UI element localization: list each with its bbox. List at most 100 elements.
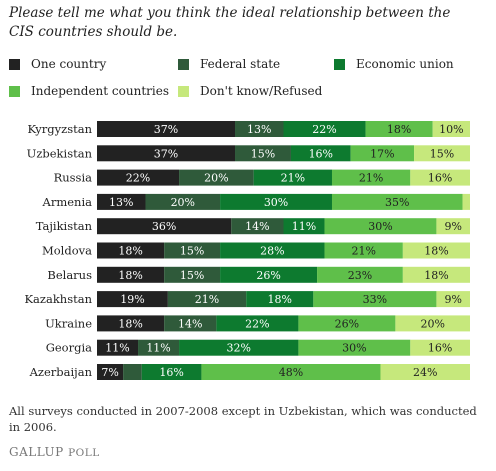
bar-segment (220, 193, 332, 210)
bar-segment (410, 339, 470, 356)
bar-segment (97, 242, 165, 259)
bar-segment (216, 315, 299, 332)
bar-segment (97, 266, 165, 283)
data-label: 22% (312, 123, 336, 136)
data-label: 16% (428, 342, 452, 355)
bar-segment (97, 218, 232, 235)
bar-segment (201, 364, 381, 380)
category-label: Uzbekistan (27, 146, 93, 160)
bar-segment (235, 145, 291, 162)
data-label: 37% (154, 147, 178, 160)
bar-segment (313, 291, 437, 308)
bar-segment (164, 266, 221, 283)
category-label: Belarus (47, 268, 92, 282)
category-label: Georgia (46, 341, 92, 355)
data-label: 18% (424, 269, 448, 282)
bar-segment (402, 242, 470, 259)
bar-segment (395, 315, 470, 332)
legend-swatch-federal-state (178, 58, 189, 70)
bar-segment (97, 339, 139, 356)
bar-segment (380, 364, 470, 380)
category-label: Ukraine (45, 316, 92, 330)
legend-item-economic-union: Economic union (334, 57, 454, 71)
footnote: All surveys conducted in 2007-2008 excep… (9, 404, 477, 434)
data-label: 22% (126, 172, 150, 185)
data-label: 33% (363, 293, 387, 306)
bar-segment (324, 242, 403, 259)
data-label: 35% (385, 196, 409, 209)
bar-segment (298, 315, 396, 332)
bar-segment (220, 266, 318, 283)
bar-segment (179, 169, 254, 186)
legend-swatch-dont-know (178, 85, 189, 97)
data-label: 21% (351, 245, 375, 258)
category-label: Tajikistan (36, 219, 93, 233)
data-label: 14% (245, 220, 269, 233)
bar-segment (402, 266, 470, 283)
category-label: Kyrgyzstan (27, 122, 92, 136)
data-label: 15% (251, 147, 275, 160)
data-label: 10% (439, 123, 463, 136)
bar-segment (414, 145, 470, 162)
data-label: 16% (428, 172, 452, 185)
data-label: 48% (279, 366, 303, 379)
bar-segment (283, 121, 366, 137)
category-label: Kazakhstan (24, 292, 92, 306)
data-label: 16% (309, 147, 333, 160)
data-label: 37% (154, 123, 178, 136)
legend-label: One country (31, 57, 107, 71)
data-label: 20% (204, 172, 228, 185)
bar-segment (324, 218, 437, 235)
bar-segment (410, 169, 470, 186)
logo-main: GALLUP (9, 445, 64, 459)
bar-segment (350, 145, 415, 162)
logo-suffix: POLL (68, 447, 100, 459)
legend-item-federal-state: Federal state (178, 57, 280, 71)
data-label: 20% (420, 317, 444, 330)
bar-segment (164, 242, 221, 259)
bar-segment (164, 315, 217, 332)
legend-label: Don't know/Refused (200, 84, 323, 98)
chart-title: Please tell me what you think the ideal … (9, 5, 451, 40)
data-label: 18% (424, 245, 448, 258)
data-label: 9% (444, 220, 461, 233)
data-label: 30% (342, 342, 366, 355)
data-label: 26% (256, 269, 280, 282)
data-label: 17% (370, 147, 394, 160)
data-label: 32% (227, 342, 251, 355)
bar-segment (331, 169, 411, 186)
bar-segment (97, 169, 180, 186)
bar-segment (298, 339, 411, 356)
data-label: 21% (195, 293, 219, 306)
data-label: 20% (171, 196, 195, 209)
data-label: 15% (430, 147, 454, 160)
data-label: 30% (264, 196, 288, 209)
data-label: 11% (292, 220, 316, 233)
data-label: 18% (387, 123, 411, 136)
data-label: 15% (180, 245, 204, 258)
bar-segment (331, 193, 463, 210)
bar-segment (283, 218, 325, 235)
bar-segment (462, 193, 470, 210)
bar-segment (235, 121, 284, 137)
data-label: 30% (368, 220, 392, 233)
data-label: 18% (268, 293, 292, 306)
bar-segment (290, 145, 351, 162)
data-label: 15% (180, 269, 204, 282)
bar-segment (436, 218, 470, 235)
bar-segment (145, 193, 221, 210)
bar-segment (432, 121, 470, 137)
data-label: 13% (109, 196, 133, 209)
category-label: Russia (54, 171, 93, 185)
bar-segment (141, 364, 202, 380)
data-label: 22% (245, 317, 269, 330)
bar-segment (179, 339, 299, 356)
legend-swatch-independent-countries (9, 85, 20, 97)
data-label: 13% (247, 123, 271, 136)
legend-item-one-country: One country (9, 57, 106, 71)
bar-segment (97, 315, 165, 332)
data-label: 18% (118, 269, 142, 282)
data-label: 36% (152, 220, 176, 233)
